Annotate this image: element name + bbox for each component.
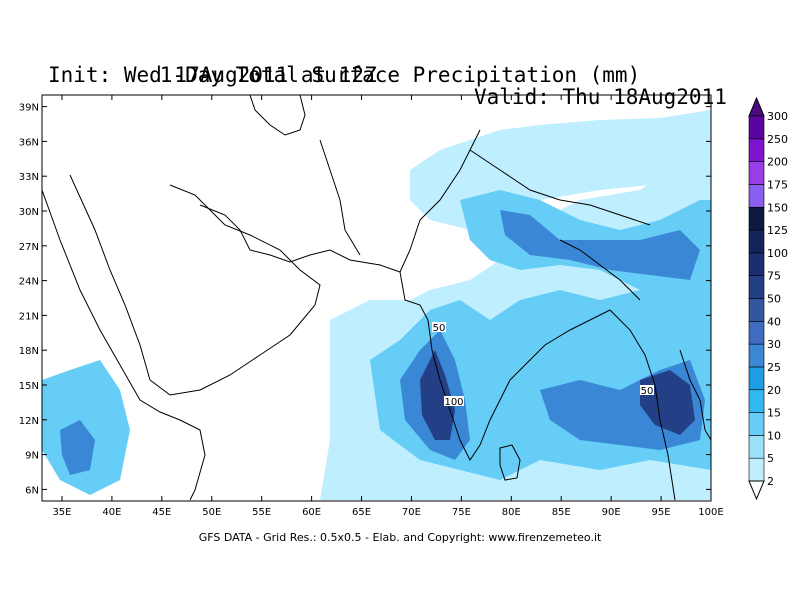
contour-label: 50 — [433, 323, 446, 334]
colorbar-swatch — [748, 252, 765, 276]
x-tick-label: 100E — [698, 507, 723, 518]
colorbar-swatch — [748, 343, 765, 368]
contour-label: 50 — [641, 386, 654, 397]
coastline-india — [399, 271, 611, 461]
colorbar-label: 150 — [767, 201, 788, 214]
coastline-persian-gulf — [199, 204, 401, 273]
colorbar-label: 5 — [767, 452, 774, 465]
colorbar-label: 50 — [767, 293, 781, 306]
y-tick-label: 39N — [19, 103, 39, 114]
title-line: Init: Wed 17Aug2011 at 12Z Valid: Thu 18… — [0, 42, 800, 108]
y-tick-label: 27N — [19, 242, 39, 253]
colorbar-label: 250 — [767, 133, 788, 146]
colorbar-swatch — [748, 184, 765, 208]
valid-label: Valid: Thu 18Aug2011 — [474, 85, 727, 109]
rain-area-horn-africa-inner — [60, 420, 95, 475]
colorbar-swatch — [748, 412, 765, 436]
coastline-burma — [609, 309, 676, 501]
x-tick-label: 60E — [302, 507, 321, 518]
colorbar-label: 30 — [767, 338, 781, 351]
colorbar-min-arrow — [748, 480, 765, 501]
y-tick-label: 33N — [19, 172, 39, 183]
colorbar-label: 2 — [767, 475, 774, 488]
colorbar-label: 75 — [767, 270, 781, 283]
init-label: Init: Wed 17Aug2011 at 12Z — [48, 63, 377, 87]
colorbar-swatch — [748, 229, 765, 254]
rain-area-moderate-north — [500, 210, 700, 280]
colorbar-label: 125 — [767, 224, 788, 237]
y-tick-label: 18N — [19, 346, 39, 357]
colorbar-swatch — [748, 161, 765, 185]
colorbar-label: 15 — [767, 407, 781, 420]
colorbar-swatch — [748, 457, 765, 482]
y-tick-label: 21N — [19, 311, 39, 322]
colorbar-swatch — [748, 435, 765, 459]
rain-area-heavy — [420, 350, 455, 440]
border-iran-afghan — [319, 139, 361, 256]
y-tick-label: 36N — [19, 137, 39, 148]
y-axis-ticks: 39N 36N 33N 30N 27N 24N 21N 18N 15N 12N 9N 6N — [19, 103, 711, 496]
colorbar-label: 25 — [767, 361, 781, 374]
precipitation-field — [42, 110, 711, 500]
coastline-sri-lanka — [499, 444, 521, 481]
colorbar-swatch — [748, 389, 765, 413]
colorbar-label: 200 — [767, 156, 788, 169]
x-tick-label: 70E — [402, 507, 421, 518]
plot-frame — [41, 94, 712, 502]
coastlines — [42, 95, 711, 501]
x-tick-label: 55E — [252, 507, 271, 518]
contour-labels: 50 100 50 — [432, 322, 654, 408]
rain-area-horn-africa — [42, 360, 130, 495]
y-tick-label: 12N — [19, 416, 39, 427]
colorbar-swatch — [748, 138, 765, 162]
colorbar-swatch — [748, 366, 765, 391]
colorbar-swatch — [748, 298, 765, 322]
x-tick-label: 65E — [352, 507, 371, 518]
coastline-thailand — [679, 349, 711, 441]
colorbar-swatch — [748, 275, 765, 299]
colorbar-label: 40 — [767, 315, 781, 328]
x-axis-ticks: 35E 40E 45E 50E 55E 60E 65E 70E 75E 80E 85E 90E 95E 1… — [52, 95, 724, 518]
coastline-africa — [42, 189, 206, 501]
x-tick-label: 50E — [202, 507, 221, 518]
border-himalaya — [469, 149, 651, 226]
coastline-arabia — [69, 174, 321, 396]
x-tick-label: 90E — [602, 507, 621, 518]
contour-label: 100 — [444, 397, 463, 408]
y-tick-label: 6N — [25, 485, 39, 496]
colorbar-label: 20 — [767, 384, 781, 397]
colorbar-label: 300 — [767, 110, 788, 123]
border-northeast — [559, 239, 641, 301]
x-tick-label: 95E — [652, 507, 671, 518]
colorbar-label: 100 — [767, 247, 788, 260]
credit-footer: GFS DATA - Grid Res.: 0.5x0.5 - Elab. an… — [198, 531, 602, 544]
x-tick-label: 80E — [502, 507, 521, 518]
x-tick-label: 40E — [102, 507, 121, 518]
map-subtitle: 1-Day Total Surface Precipitation (mm) — [159, 63, 641, 87]
y-tick-label: 30N — [19, 207, 39, 218]
y-tick-label: 24N — [19, 277, 39, 288]
x-tick-label: 75E — [452, 507, 471, 518]
colorbar-label: 175 — [767, 178, 788, 191]
colorbar-swatch — [748, 115, 765, 140]
x-tick-label: 35E — [52, 507, 71, 518]
y-tick-label: 15N — [19, 381, 39, 392]
x-tick-label: 85E — [552, 507, 571, 518]
x-tick-label: 45E — [152, 507, 171, 518]
coastline-caspian — [249, 95, 306, 136]
colorbar-swatch — [748, 321, 765, 345]
y-tick-label: 9N — [25, 451, 39, 462]
colorbar-label: 10 — [767, 429, 781, 442]
colorbar-swatch — [748, 206, 765, 231]
